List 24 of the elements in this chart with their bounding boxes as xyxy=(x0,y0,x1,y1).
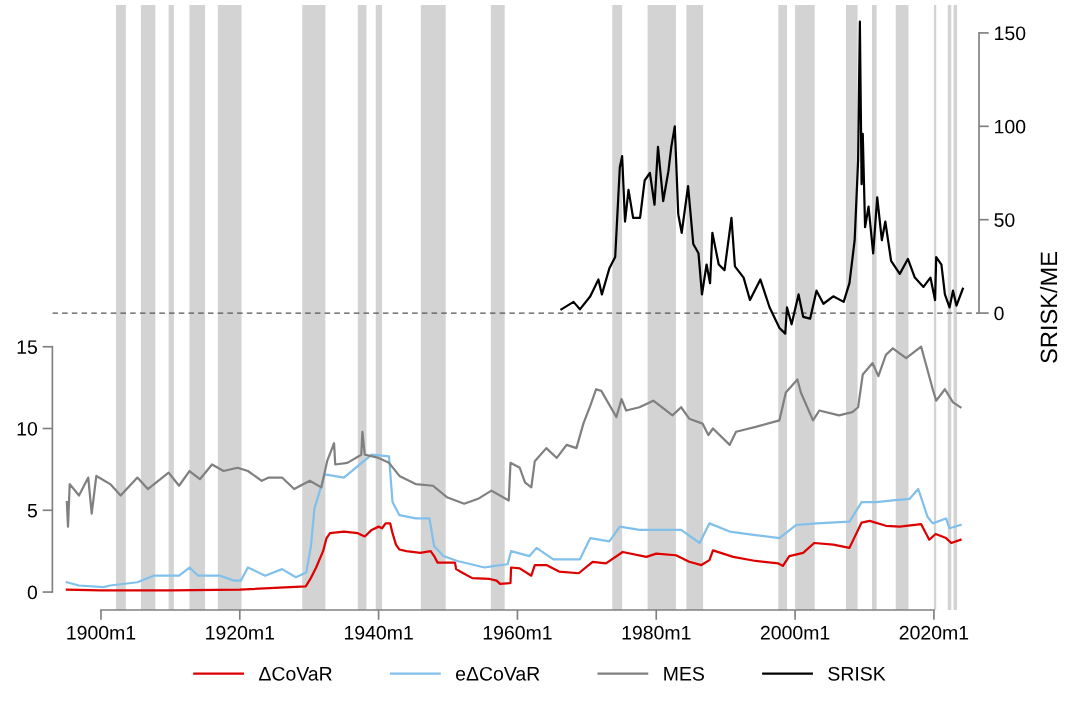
legend-label: eΔCoVaR xyxy=(456,666,540,681)
y-tick-label: 15 xyxy=(17,340,37,354)
x-tick-label: 1900m1 xyxy=(67,625,136,640)
y-tick-label: 10 xyxy=(17,421,38,436)
legend-label: SRISK xyxy=(828,666,886,681)
legend-label: ΔCoVaR xyxy=(259,666,332,681)
x-tick-label: 1960m1 xyxy=(483,625,552,640)
legend-label: MES xyxy=(664,666,704,681)
line-series xyxy=(560,20,964,335)
x-tick-label: 1920m1 xyxy=(206,625,274,640)
y-tick-label: 0 xyxy=(27,585,38,600)
x-tick-label: 2000m1 xyxy=(760,625,830,640)
line-series xyxy=(65,519,962,592)
y2-tick-label: 150 xyxy=(995,26,1026,41)
y2-tick-label: 0 xyxy=(994,306,1004,321)
x-tick-label: 1980m1 xyxy=(622,625,691,640)
y2-tick-label: 100 xyxy=(995,119,1026,134)
y-tick-label: 5 xyxy=(27,503,37,518)
y2-axis-title: SRISK/ME xyxy=(1039,252,1058,363)
line-series xyxy=(65,345,962,528)
line-series xyxy=(65,453,962,589)
y2-tick-label: 50 xyxy=(994,213,1015,227)
x-tick-label: 2020m1 xyxy=(899,625,969,640)
x-tick-label: 1940m1 xyxy=(344,625,413,640)
